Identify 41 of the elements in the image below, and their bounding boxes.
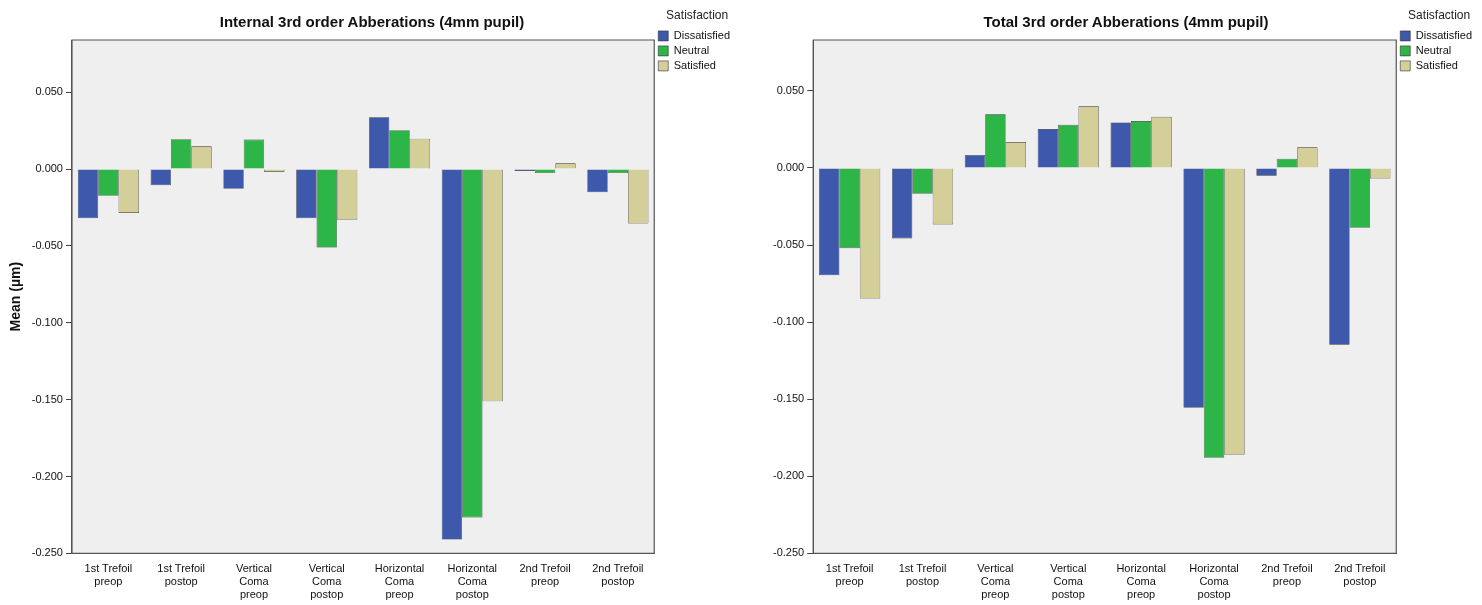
- y-tick-label: -0.200: [31, 469, 63, 482]
- y-tick-label: -0.150: [772, 392, 805, 405]
- chart-title: Internal 3rd order Abberations (4mm pupil): [219, 13, 525, 31]
- y-tick-label: 0.000: [776, 161, 805, 173]
- y-tick-label: -0.050: [31, 239, 63, 252]
- x-tick-label: 1st Trefoil postop: [157, 562, 206, 588]
- x-tick-label: Horizontal Coma preop: [374, 562, 425, 601]
- x-tick-label: Horizontal Coma preop: [1116, 562, 1166, 601]
- x-tick-label: Horizontal Coma postop: [447, 562, 498, 601]
- legend-label: Dissatisfied: [673, 28, 731, 41]
- x-tick-label: Vertical Coma postop: [308, 562, 345, 601]
- legend-label: Satisfied: [1415, 58, 1458, 71]
- legend-label: Neutral: [673, 43, 710, 56]
- y-tick-label: 0.050: [776, 83, 805, 96]
- x-tick-label: 2nd Trefoil postop: [592, 562, 644, 588]
- chart-title: Total 3rd order Abberations (4mm pupil): [983, 13, 1269, 31]
- x-tick-label: 1st Trefoil preop: [825, 562, 874, 588]
- legend-title: Satisfaction: [1408, 8, 1471, 23]
- y-tick-label: 0.050: [35, 85, 63, 98]
- x-tick-label: 1st Trefoil preop: [84, 562, 133, 588]
- legend-title: Satisfaction: [666, 8, 729, 23]
- x-tick-label: Horizontal Coma postop: [1189, 562, 1239, 601]
- x-tick-label: 2nd Trefoil preop: [519, 562, 571, 588]
- x-tick-label: 2nd Trefoil postop: [1334, 562, 1386, 588]
- legend-label: Dissatisfied: [1415, 28, 1473, 41]
- y-tick-label: -0.250: [772, 546, 805, 559]
- y-tick-label: 0.000: [35, 162, 63, 175]
- x-tick-label: Vertical Coma postop: [1050, 562, 1087, 601]
- y-axis-title: Mean (µm): [7, 261, 24, 332]
- y-tick-label: -0.250: [31, 546, 63, 559]
- x-tick-label: Vertical Coma preop: [977, 562, 1014, 601]
- legend-label: Satisfied: [673, 58, 716, 71]
- x-tick-label: Vertical Coma preop: [235, 562, 272, 601]
- y-tick-label: -0.150: [31, 392, 63, 405]
- y-tick-label: -0.100: [31, 315, 63, 328]
- y-tick-label: -0.050: [772, 238, 805, 251]
- legend-label: Neutral: [1415, 43, 1452, 56]
- y-tick-label: -0.100: [772, 315, 805, 328]
- x-tick-label: 1st Trefoil postop: [898, 562, 947, 588]
- y-tick-label: -0.200: [772, 469, 805, 482]
- x-tick-label: 2nd Trefoil preop: [1261, 562, 1313, 588]
